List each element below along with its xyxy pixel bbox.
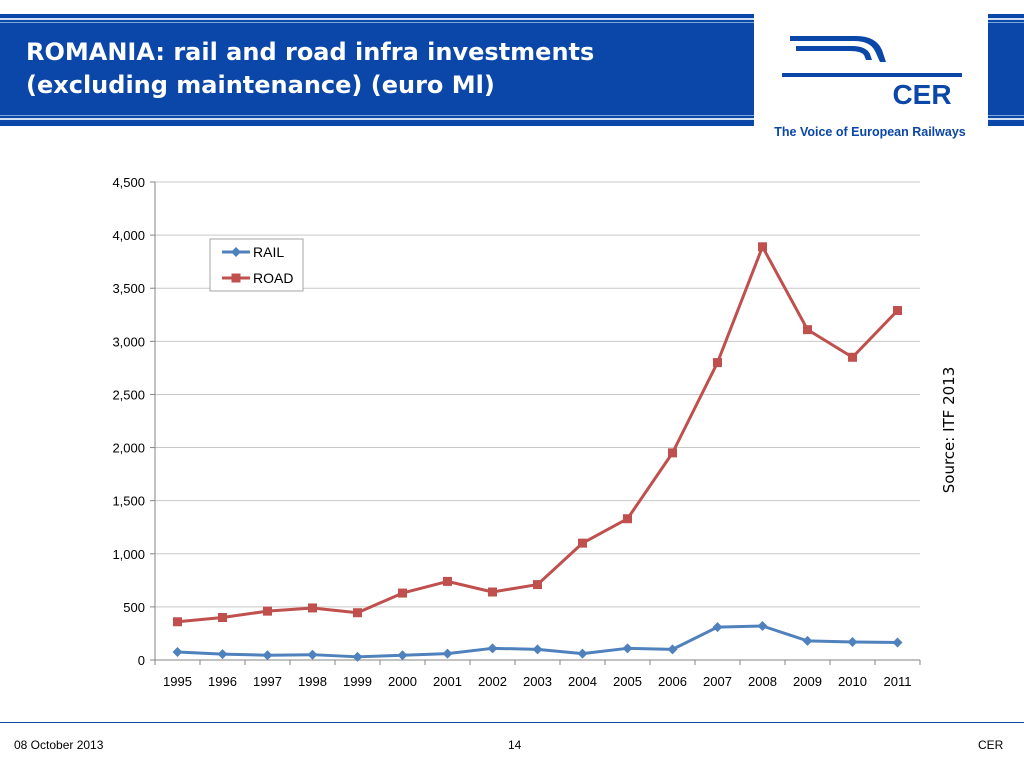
x-tick-label: 2007 (703, 674, 732, 689)
y-tick-label: 0 (138, 653, 145, 668)
data-point-road (263, 606, 272, 616)
x-tick-label: 2001 (433, 674, 462, 689)
page-title-line1: ROMANIA: rail and road infra investments (26, 38, 595, 66)
data-point-rail (487, 643, 498, 654)
data-point-road (533, 580, 542, 590)
legend-label: ROAD (253, 270, 293, 286)
x-tick-label: 1998 (298, 674, 327, 689)
data-point-road (398, 588, 407, 598)
data-point-road (623, 514, 632, 524)
y-tick-label: 500 (123, 600, 145, 615)
data-point-rail (892, 637, 903, 648)
svg-text:CER: CER (892, 79, 951, 110)
data-point-rail (667, 644, 678, 655)
data-point-rail (307, 649, 318, 660)
chart-series (172, 242, 903, 662)
data-point-road (443, 576, 452, 586)
data-point-rail (577, 648, 588, 659)
data-point-road (173, 617, 182, 627)
cer-logo: CER (754, 0, 988, 126)
x-tick-label: 2002 (478, 674, 507, 689)
y-tick-label: 3,500 (112, 281, 145, 296)
x-tick-label: 2006 (658, 674, 687, 689)
data-point-road (578, 538, 587, 548)
x-axis-ticks: 1995 1996 1997 1998 1999 2000 2001 2002 2003 2004… (163, 674, 911, 689)
x-tick-label: 2004 (568, 674, 597, 689)
y-tick-label: 4,500 (112, 175, 145, 190)
data-point-road (668, 448, 677, 458)
banner-stripe (0, 118, 1024, 120)
legend-marker (231, 247, 241, 257)
data-point-rail (622, 643, 633, 654)
data-point-road (803, 325, 812, 335)
banner-stripe (0, 115, 1024, 116)
chart-grid (155, 181, 920, 608)
data-point-rail (532, 644, 543, 655)
y-tick-label: 2,000 (112, 441, 145, 456)
x-tick-label: 2000 (388, 674, 417, 689)
data-point-rail (847, 636, 858, 647)
x-tick-label: 2005 (613, 674, 642, 689)
x-tick-label: 2003 (523, 674, 552, 689)
y-tick-label: 1,000 (112, 547, 145, 562)
x-tick-label: 2009 (793, 674, 822, 689)
data-point-rail (352, 651, 363, 662)
x-tick-label: 2008 (748, 674, 777, 689)
y-tick-label: 1,500 (112, 494, 145, 509)
y-tick-label: 4,000 (112, 228, 145, 243)
x-tick-label: 2011 (884, 674, 912, 689)
data-point-road (353, 608, 362, 618)
data-point-road (713, 358, 722, 368)
chart-axes (150, 181, 921, 665)
page-title: ROMANIA: rail and road infra investments… (26, 36, 594, 102)
data-point-rail (217, 649, 228, 660)
source-text: Source: ITF 2013 (940, 366, 958, 494)
data-point-rail (397, 650, 408, 661)
banner-stripe (0, 18, 1024, 20)
footer-org: CER (978, 738, 1004, 752)
y-tick-label: 2,500 (112, 387, 145, 402)
x-tick-label: 2010 (838, 674, 867, 689)
banner-stripe (0, 22, 1024, 23)
data-point-rail (712, 622, 723, 633)
data-point-road (848, 352, 857, 362)
cer-logo-icon: CER (782, 36, 962, 110)
y-tick-label: 3,000 (112, 334, 145, 349)
legend-box (209, 238, 304, 292)
data-point-rail (262, 650, 273, 661)
legend-label: RAIL (253, 244, 284, 260)
data-point-rail (442, 648, 453, 659)
data-point-road (893, 306, 902, 316)
x-tick-label: 1997 (253, 674, 282, 689)
data-point-road (488, 587, 497, 597)
source-note: Source: ITF 2013 (937, 360, 961, 500)
chart-legend: RAIL ROAD (209, 238, 304, 292)
legend-marker (231, 273, 241, 283)
x-tick-label: 1996 (208, 674, 237, 689)
x-tick-label: 1999 (343, 674, 372, 689)
data-point-road (308, 603, 317, 613)
data-point-rail (757, 621, 768, 632)
series-line-road (177, 245, 899, 624)
page-title-line2: (excluding maintenance) (euro Ml) (26, 71, 495, 99)
data-point-road (218, 613, 227, 623)
data-point-rail (172, 647, 183, 658)
footer-divider (0, 722, 1024, 723)
x-tick-label: 1995 (163, 674, 192, 689)
data-point-rail (802, 635, 813, 646)
data-point-road (758, 242, 767, 252)
footer-date: 08 October 2013 (14, 738, 104, 752)
y-axis-ticks: 0 500 1,000 1,500 2,000 2,500 3,000 3,500 4,000 4… (112, 175, 145, 668)
tagline: The Voice of European Railways (774, 125, 966, 139)
page-number: 14 (508, 738, 522, 752)
